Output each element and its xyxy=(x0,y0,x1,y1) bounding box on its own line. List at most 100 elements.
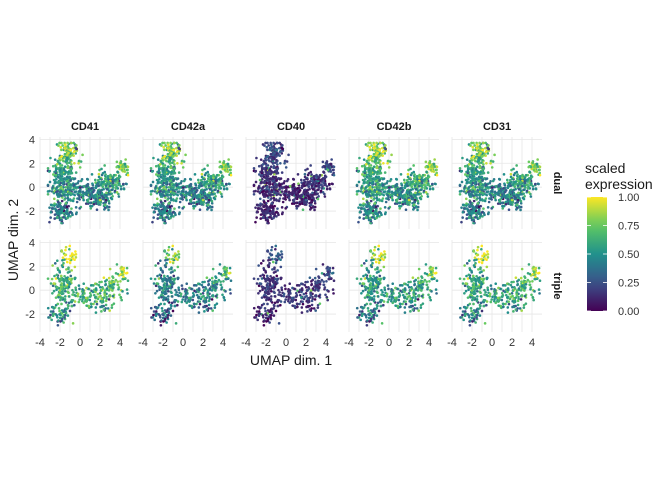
data-point xyxy=(81,153,84,157)
data-point xyxy=(265,218,268,222)
data-point xyxy=(207,173,210,176)
data-point xyxy=(461,203,465,207)
data-point xyxy=(117,183,120,187)
data-point xyxy=(432,162,436,166)
data-point xyxy=(376,151,379,155)
data-point xyxy=(412,203,416,207)
data-point xyxy=(416,201,420,205)
data-point xyxy=(116,170,119,174)
data-point xyxy=(481,148,485,152)
data-point xyxy=(288,184,292,188)
data-point xyxy=(380,199,384,203)
data-point xyxy=(106,174,110,178)
data-point xyxy=(252,192,256,196)
data-point xyxy=(91,290,95,294)
data-point xyxy=(77,300,81,304)
data-point xyxy=(59,145,63,149)
data-point xyxy=(398,204,401,208)
data-point xyxy=(120,298,123,302)
data-point xyxy=(529,195,533,198)
data-point xyxy=(89,305,93,309)
data-point xyxy=(70,304,74,308)
data-point xyxy=(63,289,67,293)
data-point xyxy=(419,192,422,195)
data-point xyxy=(330,182,334,186)
data-point xyxy=(266,155,269,158)
data-point xyxy=(178,200,182,204)
data-point xyxy=(274,186,278,189)
data-point xyxy=(200,184,203,188)
data-point xyxy=(261,186,265,189)
data-point xyxy=(222,187,226,191)
data-point xyxy=(60,264,64,267)
data-point xyxy=(325,187,329,191)
data-point xyxy=(279,161,282,165)
data-point xyxy=(60,285,63,289)
data-point xyxy=(49,203,53,207)
data-point xyxy=(329,162,333,166)
data-point xyxy=(411,180,415,184)
data-point xyxy=(531,185,535,188)
data-point xyxy=(87,189,91,193)
data-point xyxy=(111,294,115,298)
data-point xyxy=(201,198,205,202)
data-point xyxy=(105,278,109,282)
data-point xyxy=(311,179,314,183)
data-point xyxy=(271,208,275,212)
data-point xyxy=(53,207,57,210)
data-point xyxy=(162,218,165,222)
data-point xyxy=(471,204,474,208)
data-point xyxy=(204,197,208,201)
data-point xyxy=(64,146,68,149)
data-point xyxy=(532,168,536,172)
data-point xyxy=(478,166,482,169)
data-point xyxy=(413,173,416,176)
data-point xyxy=(464,197,468,201)
data-point xyxy=(197,194,201,198)
data-point xyxy=(272,216,275,220)
data-point xyxy=(371,193,375,196)
data-point xyxy=(98,198,102,202)
data-point xyxy=(503,182,506,185)
data-point xyxy=(464,178,468,182)
data-point xyxy=(100,192,104,196)
data-point xyxy=(325,185,329,188)
data-point xyxy=(206,208,209,211)
data-point xyxy=(458,166,462,170)
data-point xyxy=(377,186,381,189)
data-point xyxy=(52,282,56,285)
data-point xyxy=(475,172,478,176)
data-point xyxy=(64,210,68,214)
data-point xyxy=(162,204,165,208)
data-point xyxy=(395,200,399,203)
data-point xyxy=(375,141,378,145)
data-point xyxy=(165,159,168,163)
data-point xyxy=(210,189,214,193)
data-point xyxy=(265,189,269,193)
data-point xyxy=(512,188,516,192)
data-point xyxy=(458,184,462,188)
data-point xyxy=(76,294,80,298)
data-point xyxy=(184,153,187,157)
data-point xyxy=(332,171,335,175)
data-point xyxy=(71,288,74,292)
data-point xyxy=(428,161,431,165)
data-point xyxy=(49,156,52,160)
data-point xyxy=(364,163,368,166)
data-point xyxy=(77,193,81,197)
data-point xyxy=(394,187,397,191)
data-point xyxy=(373,202,377,205)
data-point xyxy=(90,193,94,197)
data-point xyxy=(78,207,81,210)
data-point xyxy=(95,183,99,186)
data-point xyxy=(478,196,482,200)
data-point xyxy=(461,210,465,214)
data-point xyxy=(510,180,513,184)
data-point xyxy=(273,151,276,155)
data-point xyxy=(89,302,93,306)
data-point xyxy=(515,203,519,207)
data-point xyxy=(207,184,211,187)
data-point xyxy=(113,189,117,193)
data-point xyxy=(177,190,181,193)
data-point xyxy=(55,192,59,196)
